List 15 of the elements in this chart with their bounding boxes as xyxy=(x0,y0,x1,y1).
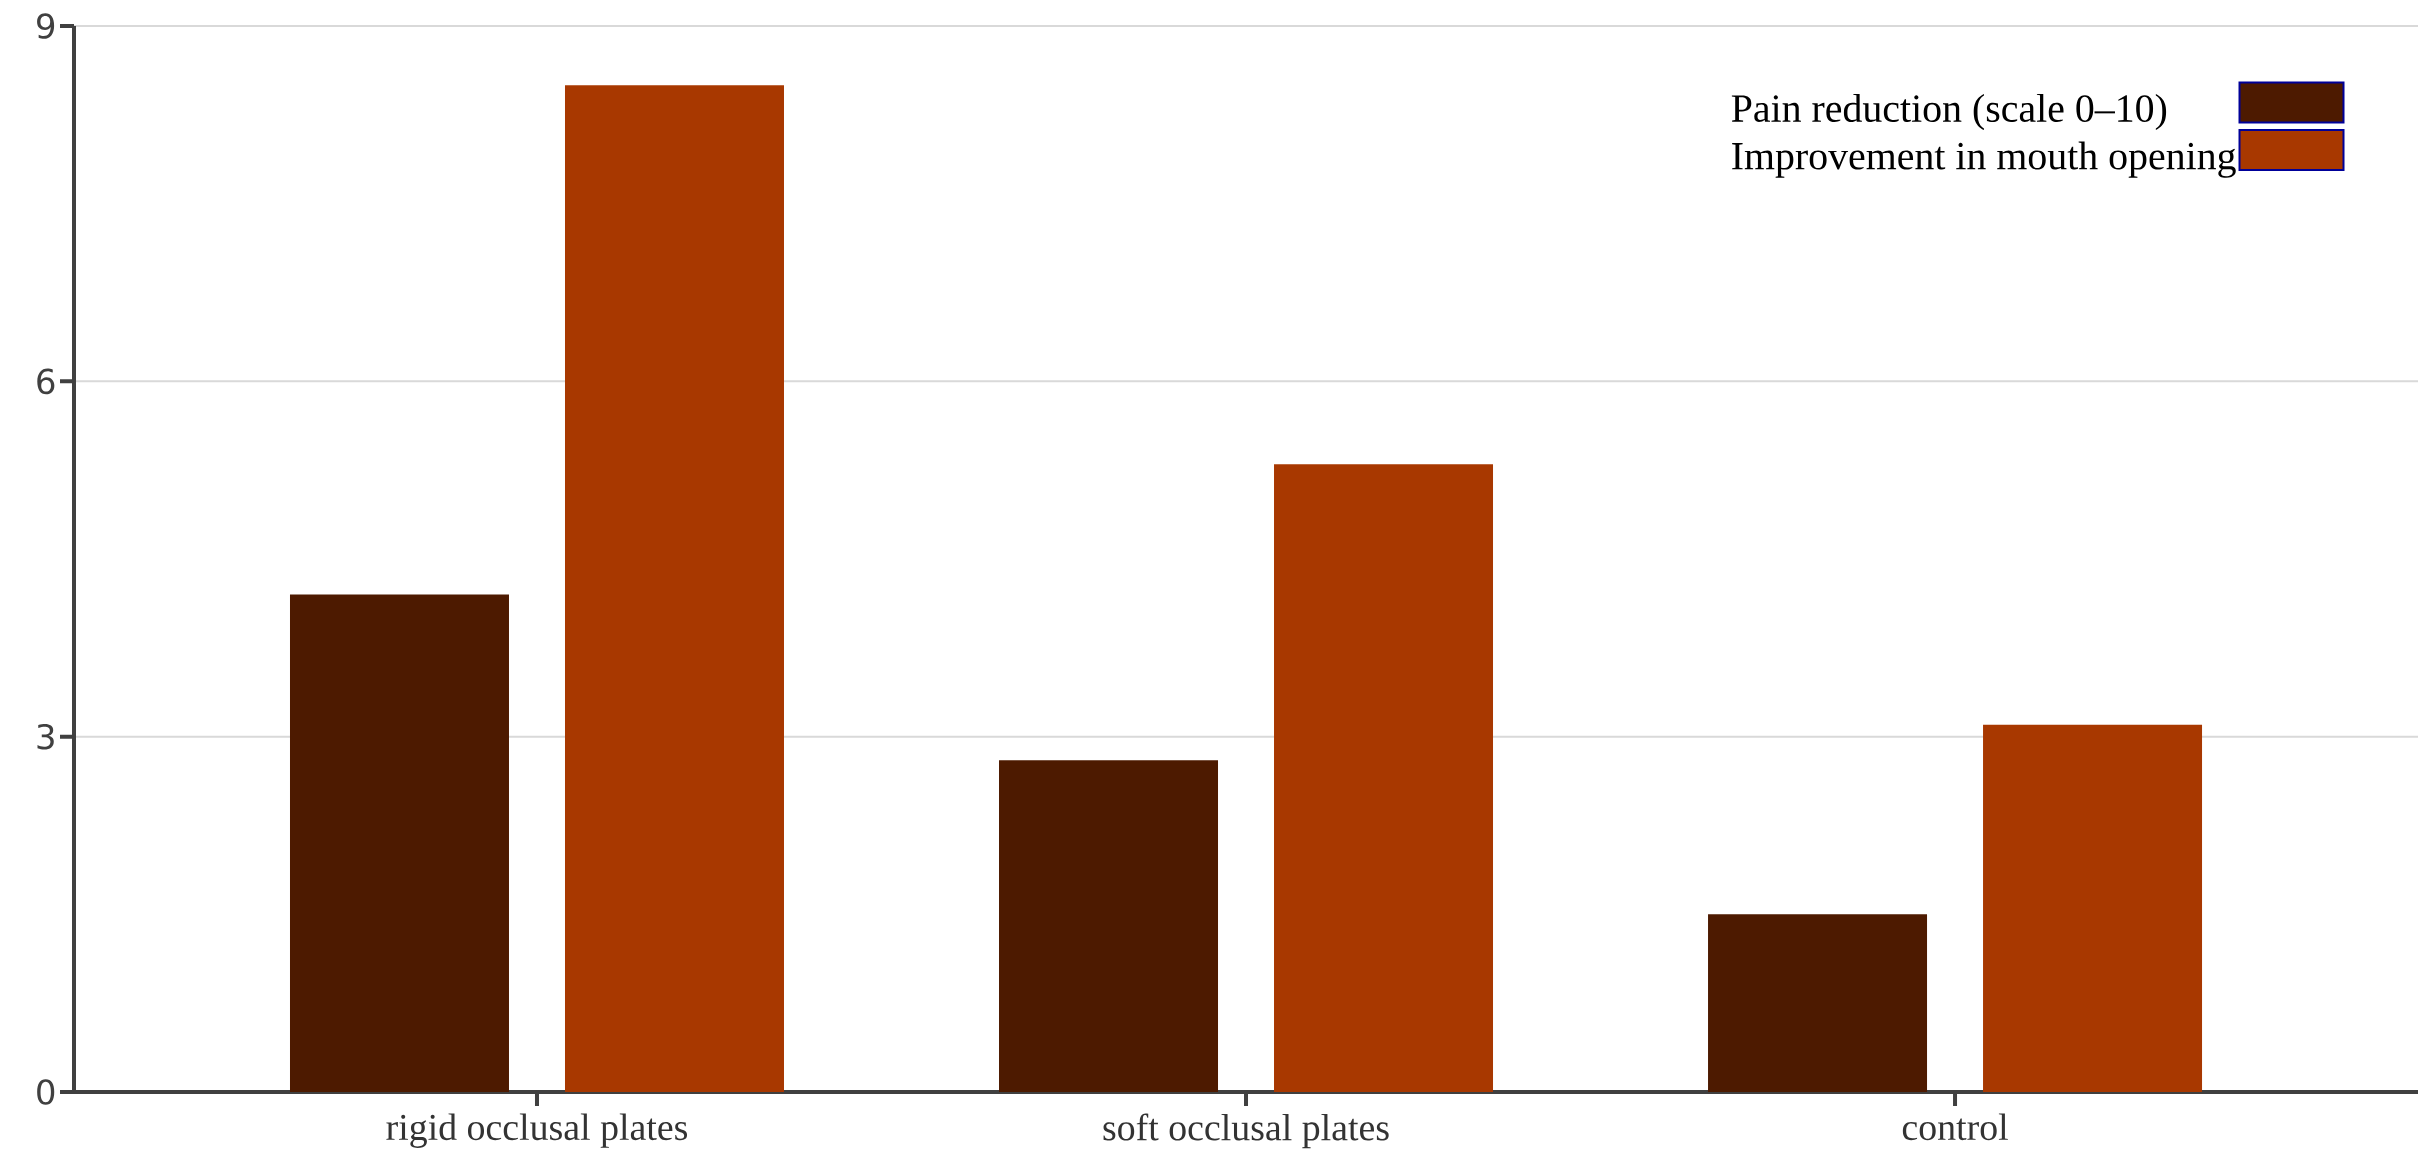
y-tick-label: 0 xyxy=(37,1079,55,1105)
x-tick-label: control xyxy=(1902,1113,2008,1141)
y-tick-label: 6 xyxy=(37,368,55,395)
x-tick-label: rigid occlusal plates xyxy=(386,1113,688,1148)
bar xyxy=(1708,914,1928,1092)
x-tick-label: soft occlusal plates xyxy=(1103,1113,1389,1149)
bar xyxy=(1274,464,1494,1092)
bar xyxy=(1983,724,2203,1092)
bar xyxy=(999,760,1219,1092)
y-tick-label: 9 xyxy=(37,13,55,39)
y-tick-label: 3 xyxy=(37,723,54,750)
legend-label: Pain reduction (scale 0–10) xyxy=(1731,93,2167,131)
bar xyxy=(564,85,784,1092)
bar xyxy=(289,594,509,1092)
legend-label: Improvement in mouth opening xyxy=(1732,141,2236,178)
